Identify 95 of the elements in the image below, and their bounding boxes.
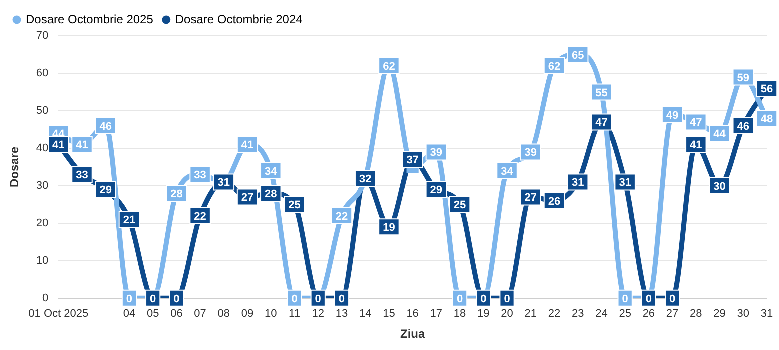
data-label: 25 [454, 200, 466, 212]
data-label: 0 [622, 293, 628, 306]
data-label: 0 [669, 293, 676, 306]
data-label: 0 [174, 293, 180, 306]
x-tick-label: 27 [666, 308, 679, 320]
data-label: 34 [265, 166, 278, 178]
data-label: 22 [336, 210, 348, 223]
data-label: 33 [76, 170, 88, 182]
y-axis-title: Dosare [8, 146, 22, 188]
legend-label: Dosare Octombrie 2025 [26, 12, 154, 26]
data-label: 0 [292, 293, 298, 306]
legend-label: Dosare Octombrie 2024 [175, 12, 304, 26]
data-label: 34 [501, 166, 514, 178]
data-label: 41 [690, 140, 702, 152]
x-tick-label: 28 [690, 308, 702, 320]
x-tick-label: 18 [454, 308, 466, 320]
y-tick-label: 50 [36, 105, 49, 118]
y-tick-label: 60 [36, 68, 49, 80]
data-label: 0 [150, 293, 156, 306]
data-label: 39 [430, 147, 443, 160]
data-label: 31 [619, 177, 632, 190]
x-tick-label: 31 [760, 308, 774, 320]
data-label: 46 [100, 120, 112, 133]
data-label: 33 [194, 170, 206, 182]
x-tick-label: 04 [123, 308, 136, 320]
y-tick-label: 40 [36, 142, 49, 154]
y-tick-label: 0 [42, 292, 49, 304]
data-label: 49 [666, 110, 679, 122]
x-tick-label: 01 Oct 2025 [28, 308, 89, 320]
x-tick-label: 16 [406, 308, 419, 320]
x-tick-label: 25 [619, 308, 632, 320]
data-label: 41 [241, 140, 254, 152]
x-tick-label: 12 [312, 308, 324, 320]
data-label: 29 [430, 184, 443, 197]
y-tick-label: 10 [36, 254, 49, 267]
data-label: 29 [100, 184, 112, 197]
x-tick-label: 09 [241, 308, 254, 320]
data-label: 28 [170, 188, 183, 200]
data-label: 0 [456, 293, 464, 306]
data-label: 22 [194, 210, 206, 223]
x-tick-label: 05 [146, 308, 160, 320]
data-label: 32 [359, 173, 372, 186]
data-label: 26 [548, 196, 561, 208]
data-label: 41 [52, 140, 65, 152]
data-label: 19 [383, 222, 396, 234]
y-tick-label: 20 [36, 217, 49, 230]
data-label: 47 [596, 117, 608, 130]
x-tick-label: 15 [383, 308, 396, 320]
x-tick-label: 08 [218, 308, 230, 320]
x-axis-title: Ziua [400, 327, 426, 342]
data-label: 27 [241, 192, 254, 204]
x-tick-label: 14 [359, 308, 372, 320]
x-tick-label: 10 [265, 308, 278, 320]
x-tick-label: 24 [596, 308, 608, 320]
data-label: 0 [504, 293, 510, 306]
x-tick-label: 29 [714, 308, 726, 320]
x-tick-label: 30 [737, 308, 750, 320]
data-label: 31 [572, 177, 584, 190]
data-label: 55 [596, 87, 608, 100]
data-label: 31 [218, 177, 230, 190]
x-tick-label: 13 [336, 308, 348, 320]
data-label: 28 [265, 188, 278, 200]
data-label: 0 [338, 293, 346, 306]
data-label: 62 [383, 61, 396, 74]
data-label: 0 [480, 293, 487, 306]
data-label: 59 [737, 72, 750, 84]
data-label: 37 [406, 154, 419, 167]
data-label: 44 [714, 128, 727, 140]
data-label: 39 [524, 147, 538, 160]
x-tick-label: 17 [430, 308, 443, 320]
y-tick-label: 30 [36, 180, 49, 192]
x-tick-label: 26 [642, 308, 656, 320]
data-label: 47 [690, 117, 702, 130]
x-tick-label: 07 [194, 308, 206, 320]
x-tick-label: 11 [289, 308, 300, 320]
x-tick-label: 06 [170, 308, 183, 320]
data-label: 62 [548, 61, 561, 74]
x-tick-label: 21 [524, 308, 538, 320]
data-label: 48 [760, 114, 774, 126]
data-label: 0 [315, 293, 322, 306]
data-label: 21 [123, 214, 136, 227]
data-label: 25 [288, 200, 301, 212]
data-label: 56 [760, 84, 774, 96]
x-tick-label: 23 [572, 308, 584, 320]
y-tick-label: 70 [36, 30, 49, 42]
data-label: 46 [737, 120, 750, 133]
x-tick-label: 19 [478, 308, 490, 320]
x-tick-label: 22 [548, 308, 561, 320]
data-label: 41 [76, 140, 88, 152]
x-tick-label: 20 [501, 308, 514, 320]
data-label: 30 [714, 180, 726, 193]
data-label: 0 [646, 293, 652, 306]
data-label: 65 [572, 50, 584, 62]
data-label: 27 [524, 192, 538, 204]
data-label: 0 [126, 293, 133, 306]
